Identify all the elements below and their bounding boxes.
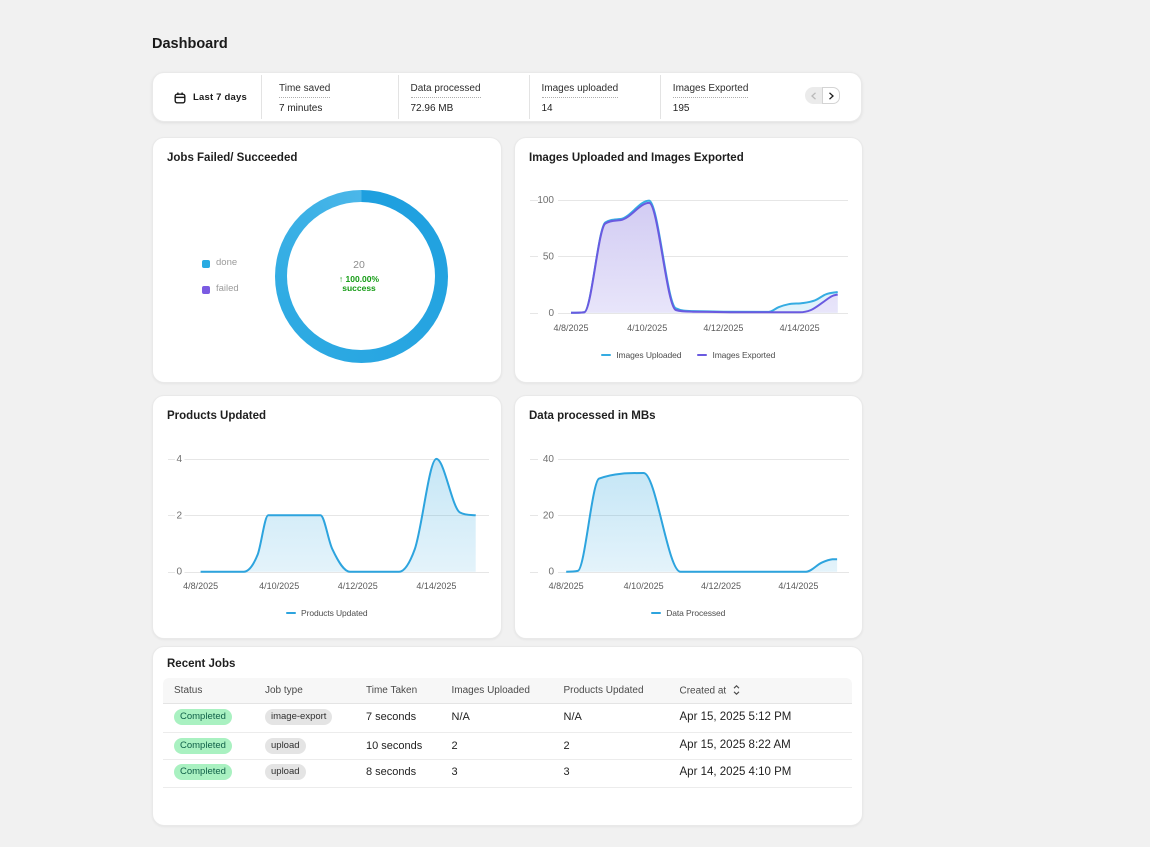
svg-text:4: 4 — [176, 454, 182, 465]
svg-text:0: 0 — [176, 567, 182, 578]
svg-text:2: 2 — [176, 510, 182, 521]
svg-text:0: 0 — [548, 308, 554, 319]
svg-text:50: 50 — [543, 251, 555, 262]
svg-text:0: 0 — [548, 567, 554, 578]
svg-text:20: 20 — [543, 510, 555, 521]
svg-text:100: 100 — [537, 195, 554, 206]
svg-text:40: 40 — [543, 454, 555, 465]
